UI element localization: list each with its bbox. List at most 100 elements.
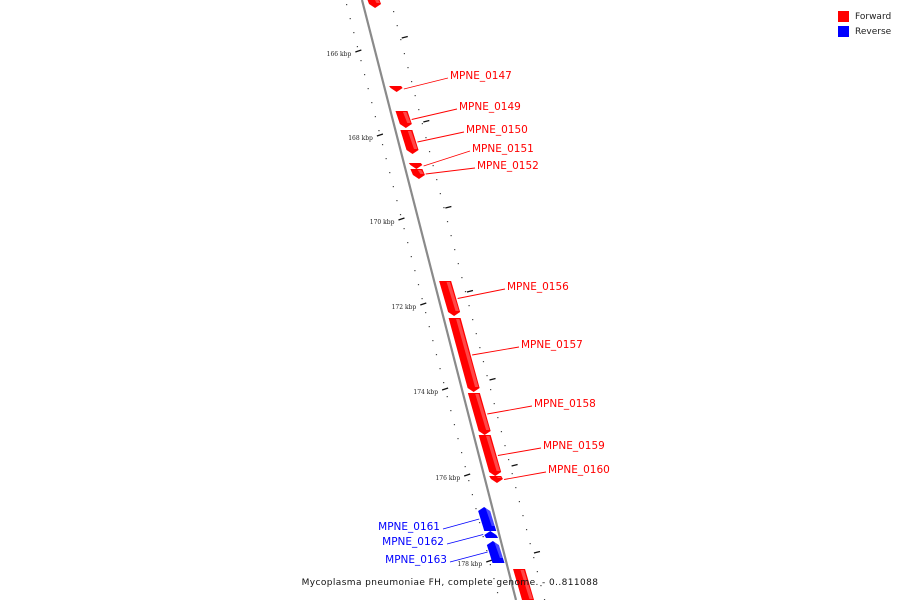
- reverse-gene-arrow[interactable]: [486, 541, 505, 563]
- forward-gene-arrow[interactable]: [410, 169, 425, 179]
- minor-tick: [401, 35, 408, 39]
- gene-feature[interactable]: [366, 0, 382, 8]
- scale-dot: [457, 438, 459, 440]
- gene-feature[interactable]: MPNE_0151: [408, 143, 534, 169]
- gene-label[interactable]: MPNE_0150: [466, 124, 528, 136]
- forward-gene-arrow[interactable]: [478, 435, 502, 476]
- scale-dot: [443, 207, 445, 209]
- scale-dot: [421, 298, 423, 300]
- scale-dot: [508, 459, 510, 461]
- scale-dot: [356, 46, 359, 48]
- forward-gene-arrow[interactable]: [400, 130, 419, 154]
- forward-gene-arrow[interactable]: [489, 476, 503, 483]
- reverse-label: Reverse: [855, 26, 892, 37]
- forward-swatch: [838, 11, 849, 22]
- scale-dot: [410, 256, 412, 258]
- tick-label: 170 kbp: [370, 219, 395, 226]
- gene-label[interactable]: MPNE_0149: [459, 101, 521, 113]
- major-tick: [376, 133, 384, 137]
- gene-label[interactable]: MPNE_0152: [477, 160, 539, 172]
- legend: Forward Reverse: [838, 9, 891, 39]
- forward-gene-arrow[interactable]: [467, 393, 491, 435]
- scale-dot: [450, 410, 452, 412]
- scale-dot: [472, 319, 474, 321]
- scale-dot: [410, 81, 413, 83]
- reverse-gene-arrow[interactable]: [478, 507, 497, 531]
- scale-dot: [346, 4, 348, 6]
- forward-gene-arrow[interactable]: [513, 569, 535, 600]
- forward-label: Forward: [855, 11, 892, 22]
- scale-dot: [482, 536, 484, 538]
- gene-label[interactable]: MPNE_0161: [378, 521, 440, 533]
- gene-shading: [520, 570, 533, 599]
- scale-dot: [396, 25, 398, 27]
- scale-dot: [425, 137, 427, 139]
- gene-label[interactable]: MPNE_0160: [548, 464, 610, 476]
- major-tick: [441, 387, 449, 391]
- forward-gene-arrow[interactable]: [439, 281, 461, 316]
- gene-feature[interactable]: MPNE_0152: [410, 160, 539, 179]
- scale-dot: [392, 186, 394, 188]
- gene-shading: [446, 282, 459, 311]
- gene-label[interactable]: MPNE_0157: [521, 339, 583, 351]
- gene-feature[interactable]: MPNE_0160: [489, 464, 610, 483]
- scale-dot: [475, 333, 477, 335]
- gene-feature[interactable]: MPNE_0156: [439, 281, 569, 316]
- major-tick: [420, 302, 427, 306]
- gene-label[interactable]: MPNE_0151: [472, 143, 534, 155]
- scale-dot: [529, 543, 531, 545]
- tick-label: 172 kbp: [392, 304, 417, 311]
- scale-dot: [464, 291, 467, 293]
- scale-dot: [439, 193, 441, 195]
- scale-dot: [540, 585, 542, 587]
- scale-dot: [468, 480, 470, 482]
- scale-dot: [468, 305, 470, 307]
- scale-dot: [461, 277, 463, 279]
- gene-feature[interactable]: MPNE_0157: [448, 318, 583, 392]
- forward-gene-arrow[interactable]: [366, 0, 382, 8]
- scale-dot: [435, 354, 438, 356]
- legend-reverse: Reverse: [838, 24, 891, 39]
- gene-label[interactable]: MPNE_0156: [507, 281, 569, 293]
- scale-dot: [490, 389, 492, 391]
- gene-feature[interactable]: MPNE_0163: [385, 541, 505, 566]
- genome-backbone: [360, 0, 518, 600]
- gene-feature[interactable]: MPNE_0158: [467, 393, 596, 435]
- gene-label[interactable]: MPNE_0158: [534, 398, 596, 410]
- gene-label[interactable]: MPNE_0159: [543, 440, 605, 452]
- gene-feature[interactable]: [513, 569, 535, 600]
- gene-label[interactable]: MPNE_0147: [450, 70, 512, 82]
- forward-gene-arrow[interactable]: [408, 163, 423, 169]
- scale-dot: [443, 382, 445, 384]
- gene-feature[interactable]: MPNE_0149: [395, 101, 521, 128]
- gene-feature[interactable]: MPNE_0147: [389, 70, 512, 92]
- scale-dot: [428, 326, 430, 328]
- scale-dot: [450, 235, 452, 237]
- gene-features[interactable]: MPNE_0147 MPNE_0149 MPNE_0150 MPNE_0151 MPNE…: [366, 0, 610, 600]
- scale-dot: [478, 522, 481, 524]
- gene-shading: [407, 131, 418, 149]
- minor-tick: [445, 205, 452, 209]
- gene-label[interactable]: MPNE_0163: [385, 554, 447, 566]
- major-tick: [486, 559, 493, 563]
- minor-tick: [511, 463, 518, 467]
- gene-feature[interactable]: MPNE_0161: [378, 507, 497, 533]
- gene-leader-line: [411, 108, 458, 120]
- scale-dot: [349, 18, 351, 20]
- forward-gene-arrow[interactable]: [389, 86, 403, 92]
- gene-label[interactable]: MPNE_0162: [382, 536, 444, 548]
- scale-dot: [396, 200, 398, 202]
- gene-feature[interactable]: MPNE_0162: [382, 531, 499, 548]
- scale-dot: [407, 67, 409, 69]
- scale-dot: [511, 473, 513, 475]
- reverse-gene-arrow[interactable]: [484, 531, 499, 538]
- scale-dot: [446, 396, 448, 398]
- gene-feature[interactable]: MPNE_0159: [478, 435, 605, 476]
- gene-feature[interactable]: MPNE_0150: [400, 124, 528, 154]
- minor-tick: [466, 289, 474, 293]
- scale-dot: [454, 249, 456, 251]
- gene-leader-line: [423, 150, 471, 167]
- forward-gene-arrow[interactable]: [448, 318, 480, 392]
- forward-gene-arrow[interactable]: [395, 111, 412, 128]
- gene-leader-line: [497, 447, 542, 456]
